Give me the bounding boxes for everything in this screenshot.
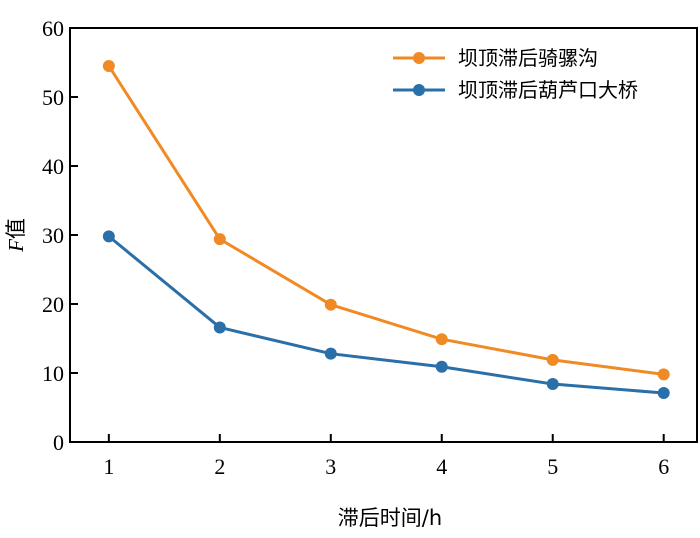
y-tick-label: 20: [42, 292, 64, 317]
x-tick-label: 1: [103, 454, 114, 479]
data-point-series-2: [324, 347, 337, 360]
data-point-series-2: [546, 378, 559, 391]
data-point-series-2: [102, 230, 115, 243]
legend-marker-2: [413, 84, 425, 96]
series-line-2: [107, 235, 664, 395]
x-tick-label: 4: [436, 454, 447, 479]
x-tick-label: 6: [658, 454, 669, 479]
legend-label-1: 坝顶滞后骑骡沟: [458, 46, 598, 70]
series-layer: [102, 59, 670, 400]
series-line-1: [107, 65, 664, 376]
x-axis-label: 滞后时间/h: [338, 506, 442, 530]
y-tick-label: 30: [42, 223, 64, 248]
y-axis: 0 10 20 30 40 50 60: [42, 16, 78, 455]
y-tick-label: 10: [42, 361, 64, 386]
x-tick-label: 2: [214, 454, 225, 479]
data-point-series-1: [213, 233, 226, 246]
y-axis-label-italic: F: [4, 239, 28, 253]
y-tick-label: 60: [42, 16, 64, 41]
legend-marker-1: [413, 52, 425, 64]
y-axis-label-rest: 值: [4, 218, 28, 239]
y-tick-label: 50: [42, 85, 64, 110]
y-axis-label: F值: [4, 218, 28, 253]
legend-label-2: 坝顶滞后葫芦口大桥: [458, 78, 638, 102]
y-tick-label: 0: [53, 430, 64, 455]
data-point-series-1: [324, 298, 337, 311]
y-tick-label: 40: [42, 154, 64, 179]
x-tick-label: 3: [325, 454, 336, 479]
data-point-series-1: [435, 333, 448, 346]
data-point-series-1: [657, 368, 670, 381]
x-tick-label: 5: [547, 454, 558, 479]
data-point-series-2: [657, 387, 670, 400]
data-point-series-1: [546, 353, 559, 366]
data-point-series-2: [435, 360, 448, 373]
data-point-series-2: [213, 321, 226, 334]
x-axis: 1 2 3 4 5 6: [103, 434, 669, 479]
data-point-series-1: [102, 59, 115, 72]
